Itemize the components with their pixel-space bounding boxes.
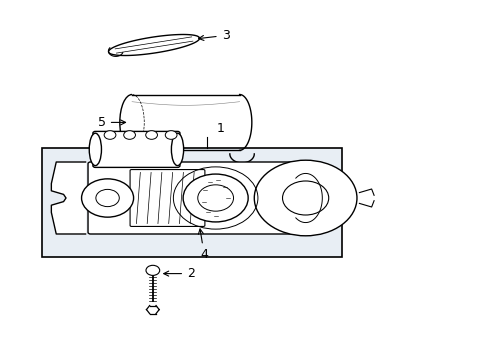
FancyBboxPatch shape (88, 162, 298, 234)
Text: 4: 4 (198, 229, 208, 261)
Ellipse shape (171, 133, 183, 166)
FancyBboxPatch shape (130, 170, 204, 226)
Circle shape (123, 131, 135, 139)
Circle shape (104, 131, 116, 139)
Circle shape (165, 131, 177, 139)
Circle shape (81, 179, 133, 217)
Text: 1: 1 (216, 122, 224, 135)
Text: 5: 5 (98, 116, 125, 129)
Text: 2: 2 (163, 267, 195, 280)
Circle shape (282, 181, 328, 215)
Circle shape (96, 189, 119, 207)
Polygon shape (51, 162, 85, 234)
Polygon shape (108, 35, 199, 55)
Circle shape (254, 160, 356, 236)
Circle shape (197, 185, 233, 211)
Ellipse shape (89, 133, 102, 166)
Circle shape (183, 174, 248, 222)
Text: 3: 3 (198, 29, 229, 42)
FancyBboxPatch shape (93, 131, 180, 167)
Circle shape (146, 265, 160, 275)
Bar (41, 148, 342, 257)
Circle shape (145, 131, 157, 139)
